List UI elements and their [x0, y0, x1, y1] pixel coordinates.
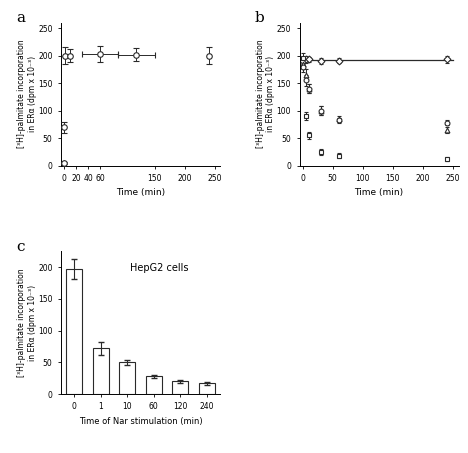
Bar [119, 362, 135, 394]
X-axis label: Time of Nar stimulation (min): Time of Nar stimulation (min) [79, 417, 202, 426]
Bar [66, 269, 82, 394]
Bar [172, 381, 188, 394]
Text: HepG2 cells: HepG2 cells [130, 263, 189, 273]
Text: b: b [255, 11, 265, 25]
Y-axis label: [³H]-palmitate incorporation
in ERα (dpm x 10⁻³): [³H]-palmitate incorporation in ERα (dpm… [17, 40, 37, 149]
Text: a: a [16, 11, 25, 25]
Bar [93, 348, 109, 394]
Text: c: c [16, 240, 25, 254]
Y-axis label: [³H]-palmitate incorporation
in ERα (dpm x 10⁻³): [³H]-palmitate incorporation in ERα (dpm… [17, 268, 37, 377]
X-axis label: Time (min): Time (min) [355, 188, 403, 198]
Y-axis label: [³H]-palmitate incorporation
in ERα (dpm x 10⁻³): [³H]-palmitate incorporation in ERα (dpm… [256, 40, 275, 149]
Bar [199, 383, 215, 394]
Bar [146, 376, 161, 394]
X-axis label: Time (min): Time (min) [116, 188, 165, 198]
